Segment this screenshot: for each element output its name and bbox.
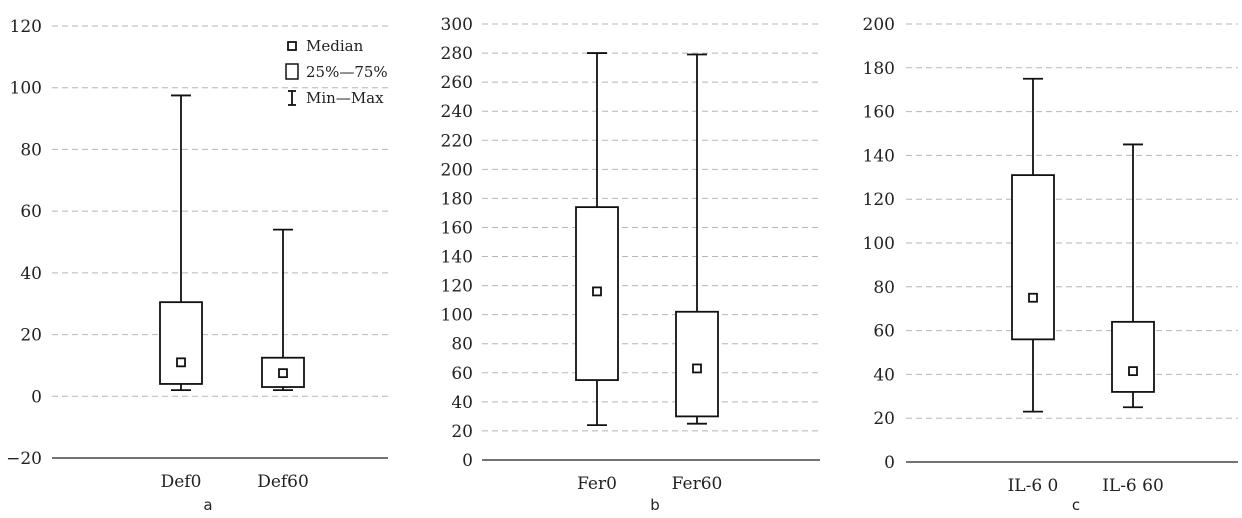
y-tick-label: 120 bbox=[441, 277, 473, 297]
category-label: Def0 bbox=[161, 472, 202, 492]
y-tick-label: 0 bbox=[884, 453, 895, 473]
panel-b: 0 20 40 60 80 100 120 140 160 180 200 220 240 260 280 3… bbox=[441, 15, 820, 514]
legend-item: Median bbox=[288, 37, 364, 55]
y-tick-label: −20 bbox=[6, 449, 42, 469]
legend-label: Median bbox=[306, 37, 364, 55]
category-label: Fer0 bbox=[577, 474, 617, 494]
y-tick-label: 80 bbox=[20, 140, 42, 160]
y-tick-label: 20 bbox=[20, 326, 42, 346]
y-tick-label: 260 bbox=[441, 73, 473, 93]
y-tick-label: 160 bbox=[863, 103, 895, 123]
median-marker bbox=[177, 358, 185, 366]
category-label: Fer60 bbox=[672, 474, 723, 494]
y-tick-label: 100 bbox=[441, 306, 473, 326]
y-tick-label: 240 bbox=[441, 102, 473, 122]
y-tick-label: 60 bbox=[451, 364, 473, 384]
y-tick-label: 140 bbox=[863, 146, 895, 166]
y-tick-label: 20 bbox=[451, 422, 473, 442]
median-marker bbox=[593, 287, 601, 295]
y-tick-label: 100 bbox=[863, 234, 895, 254]
y-tick-label: 0 bbox=[462, 451, 473, 471]
category-label: IL-6 0 bbox=[1008, 476, 1059, 496]
y-tick-label: 60 bbox=[873, 322, 895, 342]
iqr-box bbox=[1012, 175, 1054, 339]
y-tick-label: 160 bbox=[441, 218, 473, 238]
panel-label: a bbox=[203, 496, 212, 514]
y-tick-label: 140 bbox=[441, 248, 473, 268]
panel-a: −20 0 20 40 60 80 100 120 Def0 Def60 a Median 25%—75… bbox=[6, 17, 388, 514]
median-marker bbox=[1029, 294, 1037, 302]
y-tick-label: 200 bbox=[863, 15, 895, 35]
category-label: IL-6 60 bbox=[1102, 476, 1164, 496]
y-tick-label: 300 bbox=[441, 15, 473, 35]
y-tick-label: 40 bbox=[20, 264, 42, 284]
legend-box-symbol bbox=[286, 64, 298, 79]
box-fer0 bbox=[576, 53, 618, 425]
y-tick-label: 220 bbox=[441, 131, 473, 151]
y-tick-label: 0 bbox=[31, 387, 42, 407]
y-tick-label: 60 bbox=[20, 202, 42, 222]
box-fer60 bbox=[676, 55, 718, 424]
y-tick-label: 180 bbox=[441, 189, 473, 209]
iqr-box bbox=[160, 302, 202, 384]
y-tick-label: 80 bbox=[873, 278, 895, 298]
y-tick-label: 80 bbox=[451, 335, 473, 355]
panel-label: b bbox=[650, 496, 660, 514]
median-marker bbox=[279, 369, 287, 377]
panel-label: c bbox=[1072, 496, 1080, 514]
y-tick-label: 20 bbox=[873, 409, 895, 429]
legend-label: 25%—75% bbox=[306, 63, 388, 81]
box-il-6-60 bbox=[1112, 144, 1154, 407]
panel-c: 0 20 40 60 80 100 120 140 160 180 200 IL-6 0 IL-6 60… bbox=[863, 15, 1238, 514]
y-tick-label: 100 bbox=[10, 79, 42, 99]
y-tick-label: 120 bbox=[10, 17, 42, 37]
y-tick-label: 40 bbox=[451, 393, 473, 413]
box-def0 bbox=[160, 95, 202, 390]
legend-item: Min—Max bbox=[288, 89, 384, 107]
y-tick-label: 200 bbox=[441, 160, 473, 180]
y-tick-label: 180 bbox=[863, 59, 895, 79]
legend-median-symbol bbox=[288, 42, 296, 50]
y-tick-label: 280 bbox=[441, 44, 473, 64]
median-marker bbox=[693, 364, 701, 372]
legend-item: 25%—75% bbox=[286, 63, 388, 81]
median-marker bbox=[1129, 367, 1137, 375]
iqr-box bbox=[1112, 322, 1154, 392]
box-def60 bbox=[262, 230, 304, 390]
y-tick-label: 120 bbox=[863, 190, 895, 210]
y-tick-label: 40 bbox=[873, 365, 895, 385]
legend-label: Min—Max bbox=[306, 89, 384, 107]
legend: Median 25%—75% Min—Max bbox=[286, 37, 388, 107]
box-il-6-0 bbox=[1012, 79, 1054, 412]
category-label: Def60 bbox=[257, 472, 309, 492]
